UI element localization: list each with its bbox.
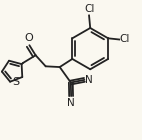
Text: S: S [13,77,20,87]
Text: O: O [25,33,34,43]
Text: N: N [67,98,75,108]
Text: Cl: Cl [84,4,94,14]
Text: Cl: Cl [120,34,130,44]
Text: N: N [85,75,93,85]
